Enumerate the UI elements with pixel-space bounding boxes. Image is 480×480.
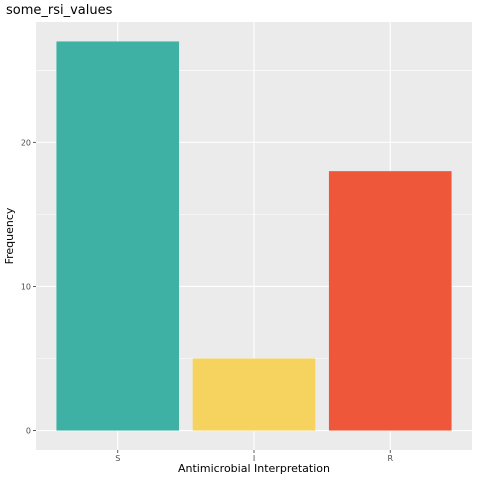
x-axis-title: Antimicrobial Interpretation — [178, 462, 330, 475]
x-tick-label: S — [115, 454, 120, 463]
y-axis-title: Frequency — [3, 207, 16, 264]
bar-I — [192, 358, 316, 431]
y-tick-label: 20 — [21, 138, 31, 147]
bar-R — [328, 171, 452, 431]
x-tick-label: R — [387, 454, 393, 463]
bar-S — [56, 41, 180, 431]
y-tick-label: 0 — [26, 427, 31, 436]
y-axis: 0 10 20 — [21, 138, 36, 436]
y-tick-label: 10 — [21, 282, 31, 291]
bars — [56, 41, 452, 431]
x-tick-label: I — [253, 454, 255, 463]
chart-title: some_rsi_values — [6, 3, 113, 18]
